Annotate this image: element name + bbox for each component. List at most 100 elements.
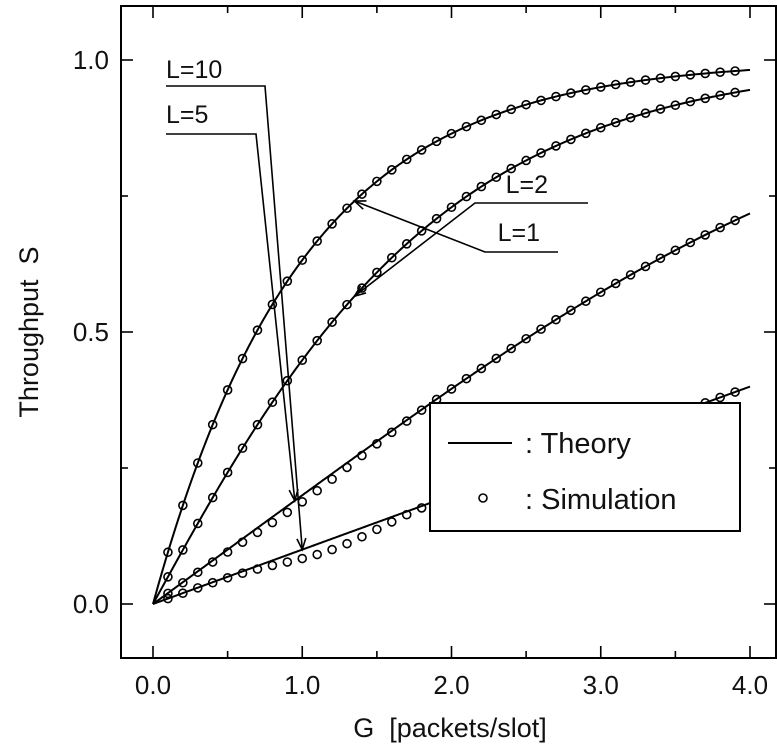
sim-point-L10 bbox=[730, 387, 740, 397]
x-tick-label: 1.0 bbox=[284, 670, 320, 700]
sim-point-L2 bbox=[730, 87, 740, 98]
sim-point-L1 bbox=[536, 95, 546, 106]
sim-point-L10 bbox=[163, 593, 173, 604]
sim-point-L5 bbox=[640, 261, 651, 272]
legend-simulation-label: : Simulation bbox=[525, 484, 677, 516]
sim-point-L5 bbox=[506, 343, 517, 354]
sim-point-L5 bbox=[297, 496, 308, 507]
sim-point-L2 bbox=[297, 355, 308, 365]
sim-point-L2 bbox=[163, 572, 173, 582]
sim-point-L5 bbox=[461, 373, 472, 384]
sim-point-L2 bbox=[521, 155, 531, 166]
sim-point-L2 bbox=[610, 117, 621, 128]
sim-point-L1 bbox=[163, 547, 173, 558]
annotation-label-L5: L=5 bbox=[166, 101, 208, 129]
series-annotations: L=10 L=5 L=2 L=1 bbox=[166, 56, 588, 552]
sim-point-L2 bbox=[192, 518, 203, 529]
sim-point-L1 bbox=[178, 500, 188, 511]
sim-point-L5 bbox=[401, 416, 412, 426]
sim-point-L5 bbox=[685, 237, 696, 248]
annotation-leader-L2 bbox=[353, 202, 588, 297]
x-tick-label: 0.0 bbox=[135, 670, 171, 700]
sim-point-L2 bbox=[342, 299, 352, 310]
sim-point-L2 bbox=[446, 202, 457, 213]
sim-point-L1 bbox=[581, 85, 591, 95]
arrow-head bbox=[352, 200, 367, 210]
sim-point-L10 bbox=[342, 538, 352, 549]
sim-point-L1 bbox=[282, 276, 293, 286]
sim-point-L2 bbox=[551, 141, 561, 151]
sim-point-L2 bbox=[461, 191, 472, 202]
sim-point-L5 bbox=[163, 588, 173, 599]
sim-point-L2 bbox=[506, 163, 517, 174]
sim-point-L2 bbox=[237, 443, 248, 453]
sim-point-L1 bbox=[551, 91, 561, 102]
sim-point-L1 bbox=[207, 419, 218, 430]
sim-point-L1 bbox=[730, 66, 740, 76]
legend: : Theory : Simulation bbox=[429, 402, 741, 532]
sim-point-L1 bbox=[386, 165, 397, 175]
sim-point-L2 bbox=[655, 104, 666, 114]
sim-point-L1 bbox=[461, 121, 472, 132]
sim-point-L1 bbox=[401, 154, 412, 165]
sim-point-L10 bbox=[416, 503, 427, 513]
theory-line-L1 bbox=[152, 68, 751, 605]
y-tick-labels: 0.0 0.5 1.0 bbox=[73, 45, 109, 619]
sim-point-L5 bbox=[625, 270, 636, 280]
sim-point-L1 bbox=[372, 176, 382, 187]
y-tick-label: 0.5 bbox=[73, 317, 109, 347]
sim-point-L5 bbox=[342, 462, 352, 473]
x-tick-label: 4.0 bbox=[732, 670, 768, 700]
sim-point-L5 bbox=[476, 363, 487, 374]
sim-point-L5 bbox=[491, 353, 502, 364]
sim-point-L5 bbox=[327, 474, 337, 485]
x-axis-label: G [packets/slot] bbox=[353, 713, 547, 743]
x-tick-label: 2.0 bbox=[433, 670, 469, 700]
sim-point-L2 bbox=[222, 467, 233, 478]
sim-point-L5 bbox=[595, 287, 606, 298]
axis-ticks bbox=[121, 6, 776, 658]
sim-point-L2 bbox=[491, 172, 502, 183]
sim-point-L5 bbox=[178, 577, 188, 588]
sim-point-L1 bbox=[357, 189, 367, 199]
sim-point-L2 bbox=[625, 112, 636, 123]
sim-point-L5 bbox=[521, 333, 531, 344]
sim-point-L2 bbox=[252, 419, 263, 430]
sim-point-L10 bbox=[386, 517, 397, 527]
arrow-head bbox=[288, 488, 299, 503]
sim-point-L2 bbox=[401, 239, 412, 249]
sim-point-L5 bbox=[670, 245, 681, 256]
sim-point-L5 bbox=[446, 384, 457, 394]
sim-point-L5 bbox=[252, 527, 263, 538]
sim-point-L5 bbox=[416, 405, 427, 415]
sim-point-L10 bbox=[192, 583, 203, 593]
sim-point-L1 bbox=[267, 299, 278, 310]
annotation-leader-L1 bbox=[354, 200, 558, 253]
legend-simulation-swatch bbox=[478, 493, 488, 503]
sim-point-L1 bbox=[192, 458, 203, 468]
legend-box bbox=[429, 402, 741, 532]
sim-point-L1 bbox=[416, 145, 427, 155]
sim-point-L1 bbox=[297, 255, 308, 265]
sim-point-L1 bbox=[222, 385, 233, 395]
annotation-label-L2: L=2 bbox=[506, 171, 548, 199]
annotation-leader-L10 bbox=[166, 85, 304, 550]
sim-point-L1 bbox=[670, 71, 681, 82]
sim-point-L1 bbox=[312, 236, 322, 246]
sim-point-L2 bbox=[312, 335, 322, 346]
sim-point-L10 bbox=[178, 588, 188, 599]
sim-point-L5 bbox=[312, 485, 322, 496]
sim-point-L1 bbox=[685, 70, 696, 80]
sim-point-L2 bbox=[715, 90, 725, 101]
sim-point-L2 bbox=[581, 128, 591, 139]
sim-point-L5 bbox=[237, 537, 248, 547]
sim-point-L5 bbox=[566, 305, 576, 316]
sim-point-L5 bbox=[357, 450, 367, 461]
sim-point-L10 bbox=[237, 568, 248, 579]
x-tick-labels: 0.0 1.0 2.0 3.0 4.0 bbox=[135, 670, 768, 700]
sim-point-L2 bbox=[670, 100, 681, 110]
sim-point-L10 bbox=[372, 524, 382, 535]
sim-point-L1 bbox=[506, 104, 517, 115]
sim-point-L2 bbox=[536, 148, 546, 158]
